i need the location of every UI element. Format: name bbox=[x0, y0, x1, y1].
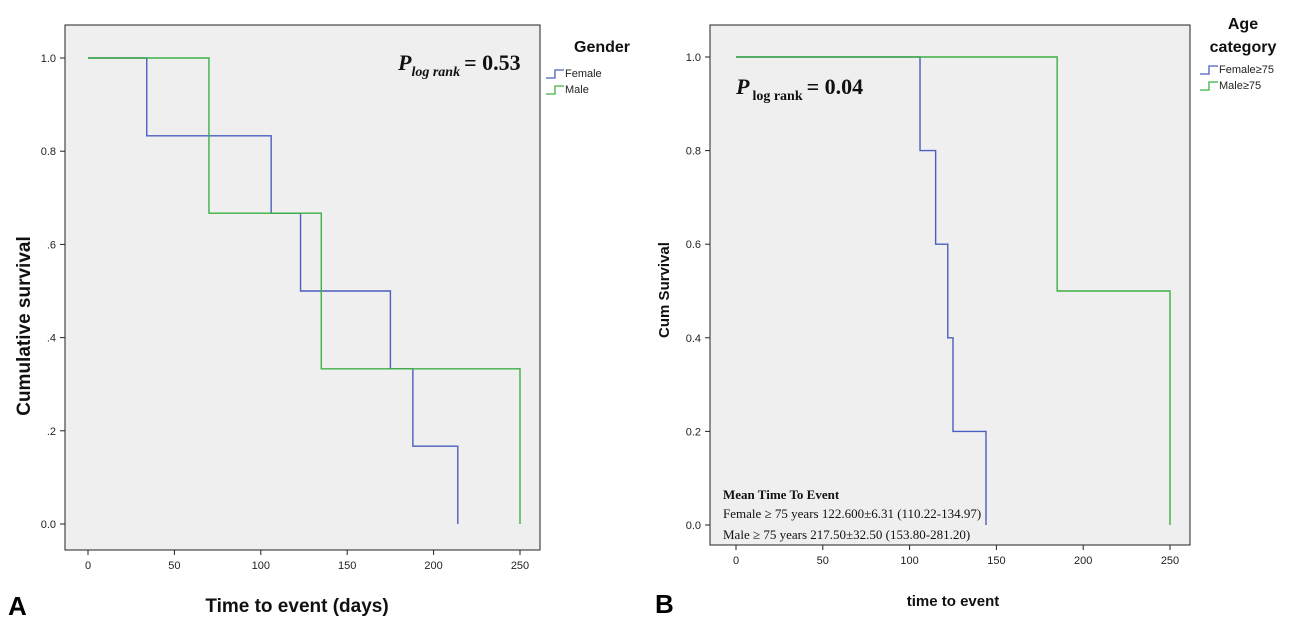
y-tick-label: 0.2 bbox=[686, 426, 701, 438]
x-tick-label: 250 bbox=[511, 560, 529, 572]
x-tick-label: 100 bbox=[900, 555, 918, 567]
legend-swatch bbox=[546, 69, 564, 79]
legend-swatch bbox=[1200, 65, 1218, 75]
y-tick-label: 0.8 bbox=[41, 146, 56, 158]
chart-b-panel-label: B bbox=[655, 589, 674, 619]
chart-a-y-ticks: 0.0 .2 .4 .6 0.8 1.0 bbox=[41, 53, 65, 531]
x-tick-label: 0 bbox=[733, 555, 739, 567]
x-tick-label: 200 bbox=[1074, 555, 1092, 567]
chart-b-p-letter: P bbox=[735, 74, 750, 99]
legend-swatch bbox=[1200, 81, 1218, 91]
x-tick-label: 250 bbox=[1161, 555, 1179, 567]
legend-label: Male bbox=[565, 84, 589, 96]
chart-a-legend-title: Gender bbox=[574, 39, 630, 56]
chart-b-annotation-heading: Mean Time To Event bbox=[723, 487, 840, 502]
chart-a-p-subscript: log rank bbox=[411, 65, 460, 80]
y-tick-label: 0.8 bbox=[686, 146, 701, 158]
chart-b-p-number: = 0.04 bbox=[807, 74, 864, 99]
x-tick-label: 200 bbox=[424, 560, 442, 572]
legend-label: Female≥75 bbox=[1219, 64, 1274, 76]
chart-b-plot-area bbox=[709, 24, 1191, 546]
chart-b-y-axis-title: Cum Survival bbox=[656, 242, 673, 338]
chart-a-x-ticks: 0 50 100 150 200 250 bbox=[85, 550, 529, 572]
chart-b-annotation-female: Female ≥ 75 years 122.600±6.31 (110.22-1… bbox=[723, 506, 981, 521]
chart-b-legend: Female≥75 Male≥75 bbox=[1200, 64, 1274, 92]
series-line-female bbox=[88, 57, 459, 524]
series-line-male bbox=[88, 57, 521, 524]
x-tick-label: 50 bbox=[168, 560, 180, 572]
series-line-female-75 bbox=[736, 56, 987, 525]
chart-b-p-subscript: log rank bbox=[752, 89, 802, 104]
x-tick-label: 150 bbox=[338, 560, 356, 572]
chart-a-p-value: Plog rank = 0.53 bbox=[397, 50, 521, 80]
legend-label: Female bbox=[565, 68, 602, 80]
y-tick-label: 0.6 bbox=[686, 239, 701, 251]
chart-a: 0.0 .2 .4 .6 0.8 1.0 0 50 100 150 200 250 Plog ran… bbox=[8, 24, 630, 620]
x-tick-label: 150 bbox=[987, 555, 1005, 567]
series-line-male-75 bbox=[736, 56, 1171, 525]
chart-b-y-ticks: 0.0 0.2 0.4 0.6 0.8 1.0 bbox=[686, 52, 710, 532]
chart-a-p-letter: P bbox=[397, 50, 412, 75]
y-tick-label: 1.0 bbox=[41, 53, 56, 65]
chart-b-series bbox=[736, 56, 1171, 525]
chart-b-legend-title-line2: category bbox=[1210, 39, 1277, 56]
x-tick-label: 50 bbox=[817, 555, 829, 567]
chart-b-annotation-male: Male ≥ 75 years 217.50±32.50 (153.80-281… bbox=[723, 527, 970, 542]
chart-a-p-number: = 0.53 bbox=[464, 50, 521, 75]
y-tick-label: .2 bbox=[47, 426, 56, 438]
chart-a-series bbox=[88, 57, 521, 524]
chart-a-panel-label: A bbox=[8, 591, 27, 620]
chart-b-legend-title-line1: Age bbox=[1228, 16, 1258, 33]
y-tick-label: 0.4 bbox=[686, 333, 701, 345]
y-tick-label: .4 bbox=[47, 333, 56, 345]
chart-a-x-axis-title: Time to event (days) bbox=[205, 596, 388, 617]
chart-a-plot-area bbox=[64, 24, 541, 551]
chart-b-x-axis-title: time to event bbox=[907, 593, 1000, 610]
y-tick-label: 1.0 bbox=[686, 52, 701, 64]
legend-label: Male≥75 bbox=[1219, 80, 1261, 92]
legend-swatch bbox=[546, 85, 564, 95]
y-tick-label: .6 bbox=[47, 239, 56, 251]
chart-a-y-axis-title: Cumulative survival bbox=[14, 236, 35, 416]
x-tick-label: 0 bbox=[85, 560, 91, 572]
chart-b-x-ticks: 0 50 100 150 200 250 bbox=[733, 545, 1179, 567]
y-tick-label: 0.0 bbox=[686, 520, 701, 532]
y-tick-label: 0.0 bbox=[41, 519, 56, 531]
x-tick-label: 100 bbox=[252, 560, 270, 572]
chart-a-legend: Female Male bbox=[546, 68, 602, 96]
